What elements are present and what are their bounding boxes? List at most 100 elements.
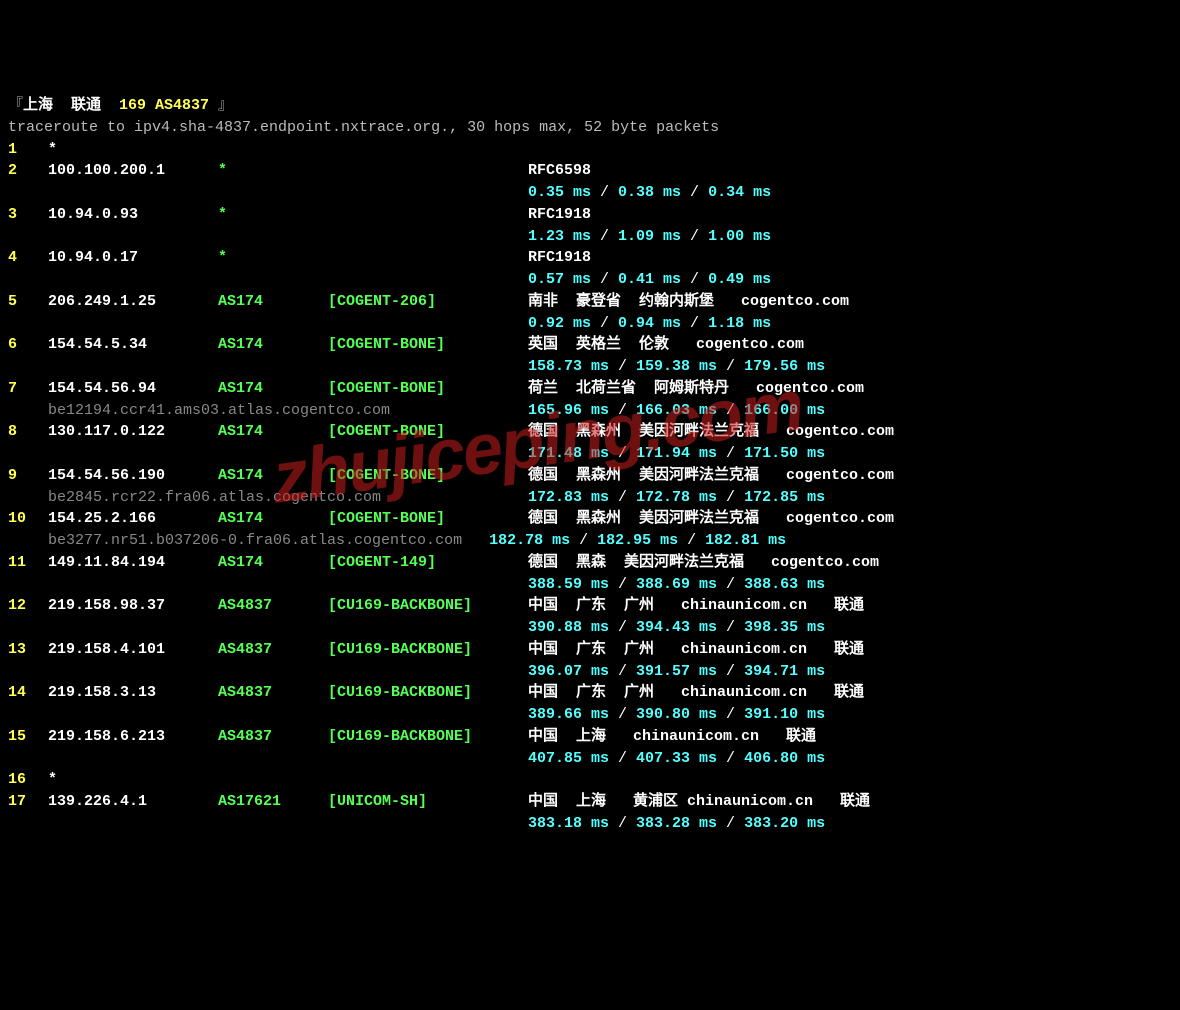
- hop-tag: [UNICOM-SH]: [328, 791, 528, 813]
- hop-latency-line: 171.48 ms / 171.94 ms / 171.50 ms: [528, 443, 1172, 465]
- hop-number: 4: [8, 247, 48, 269]
- hop-latency-line: 388.59 ms / 388.69 ms / 388.63 ms: [528, 574, 1172, 596]
- hop-number: 17: [8, 791, 48, 813]
- hop-tag: [COGENT-BONE]: [328, 421, 528, 443]
- hop-number: 1: [8, 139, 48, 161]
- hop-hostname: be12194.ccr41.ams03.atlas.cogentco.com: [8, 400, 528, 422]
- hop-row: 9154.54.56.190AS174[COGENT-BONE]德国 黑森州 美…: [8, 465, 1172, 487]
- hop-ip: *: [48, 769, 218, 791]
- hop-asn: AS174: [218, 378, 328, 400]
- hop-number: 6: [8, 334, 48, 356]
- hop-number: 9: [8, 465, 48, 487]
- hop-asn: AS4837: [218, 595, 328, 617]
- hop-row: 410.94.0.17*RFC1918: [8, 247, 1172, 269]
- hop-ip: 206.249.1.25: [48, 291, 218, 313]
- latency-value: 0.57 ms: [528, 271, 591, 288]
- latency-value: 182.95 ms: [597, 532, 678, 549]
- latency-value: 394.71 ms: [744, 663, 825, 680]
- hop-asn: AS17621: [218, 791, 328, 813]
- latency-value: 388.63 ms: [744, 576, 825, 593]
- hop-location: 德国 黑森州 美因河畔法兰克福 cogentco.com: [528, 508, 894, 530]
- latency-value: 391.57 ms: [636, 663, 717, 680]
- hop-number: 16: [8, 769, 48, 791]
- hop-latency-line: 383.18 ms / 383.28 ms / 383.20 ms: [528, 813, 1172, 835]
- hop-location: 荷兰 北荷兰省 阿姆斯特丹 cogentco.com: [528, 378, 864, 400]
- hop-number: 2: [8, 160, 48, 182]
- latency-value: 398.35 ms: [744, 619, 825, 636]
- latency-value: 1.09 ms: [618, 228, 681, 245]
- hop-row: 17139.226.4.1AS17621[UNICOM-SH]中国 上海 黄浦区…: [8, 791, 1172, 813]
- hop-tag: [CU169-BACKBONE]: [328, 639, 528, 661]
- hop-asn: AS174: [218, 291, 328, 313]
- latency-value: 0.92 ms: [528, 315, 591, 332]
- hop-number: 3: [8, 204, 48, 226]
- hop-ip: 10.94.0.17: [48, 247, 218, 269]
- hop-number: 11: [8, 552, 48, 574]
- latency-value: 396.07 ms: [528, 663, 609, 680]
- hop-location: RFC6598: [528, 160, 591, 182]
- hop-asn: AS174: [218, 508, 328, 530]
- hop-latency-line: 0.92 ms / 0.94 ms / 1.18 ms: [528, 313, 1172, 335]
- hop-host-lat-line: be3277.nr51.b037206-0.fra06.atlas.cogent…: [8, 530, 1172, 552]
- latency-value: 390.88 ms: [528, 619, 609, 636]
- latency-value: 1.23 ms: [528, 228, 591, 245]
- hop-latency-line: 0.35 ms / 0.38 ms / 0.34 ms: [528, 182, 1172, 204]
- hop-ip: 149.11.84.194: [48, 552, 218, 574]
- hop-location: RFC1918: [528, 204, 591, 226]
- hop-tag: [COGENT-BONE]: [328, 465, 528, 487]
- hop-row: 13219.158.4.101AS4837[CU169-BACKBONE]中国 …: [8, 639, 1172, 661]
- latency-value: 171.50 ms: [744, 445, 825, 462]
- latency-value: 383.18 ms: [528, 815, 609, 832]
- latency-value: 388.69 ms: [636, 576, 717, 593]
- hop-number: 8: [8, 421, 48, 443]
- latency-value: 389.66 ms: [528, 706, 609, 723]
- hop-asn: AS174: [218, 421, 328, 443]
- latency-value: 0.38 ms: [618, 184, 681, 201]
- latency-value: 171.48 ms: [528, 445, 609, 462]
- latency-value: 0.41 ms: [618, 271, 681, 288]
- hop-row: 6154.54.5.34AS174[COGENT-BONE]英国 英格兰 伦敦 …: [8, 334, 1172, 356]
- latency-value: 165.96 ms: [528, 402, 609, 419]
- latency-value: 172.83 ms: [528, 489, 609, 506]
- hop-ip: 154.54.56.190: [48, 465, 218, 487]
- latency-value: 182.81 ms: [705, 532, 786, 549]
- latency-value: 388.59 ms: [528, 576, 609, 593]
- latency-value: 0.94 ms: [618, 315, 681, 332]
- hop-latency-line: 407.85 ms / 407.33 ms / 406.80 ms: [528, 748, 1172, 770]
- hop-tag: [CU169-BACKBONE]: [328, 682, 528, 704]
- latency-value: 1.18 ms: [708, 315, 771, 332]
- hop-asn: AS4837: [218, 726, 328, 748]
- hop-ip: 139.226.4.1: [48, 791, 218, 813]
- hop-row: 7154.54.56.94AS174[COGENT-BONE]荷兰 北荷兰省 阿…: [8, 378, 1172, 400]
- hop-row: 12219.158.98.37AS4837[CU169-BACKBONE]中国 …: [8, 595, 1172, 617]
- hop-ip: 154.54.56.94: [48, 378, 218, 400]
- hop-ip: 219.158.98.37: [48, 595, 218, 617]
- latency-value: 1.00 ms: [708, 228, 771, 245]
- hop-location: 南非 豪登省 约翰内斯堡 cogentco.com: [528, 291, 849, 313]
- hop-row: 2100.100.200.1*RFC6598: [8, 160, 1172, 182]
- hop-location: 中国 广东 广州 chinaunicom.cn 联通: [528, 595, 864, 617]
- hop-location: 英国 英格兰 伦敦 cogentco.com: [528, 334, 804, 356]
- hop-tag: [COGENT-BONE]: [328, 378, 528, 400]
- latency-value: 172.85 ms: [744, 489, 825, 506]
- latency-value: 166.03 ms: [636, 402, 717, 419]
- hop-asn: AS174: [218, 465, 328, 487]
- hop-latency-line: 0.57 ms / 0.41 ms / 0.49 ms: [528, 269, 1172, 291]
- latency-value: 407.85 ms: [528, 750, 609, 767]
- hop-number: 12: [8, 595, 48, 617]
- hop-tag: [COGENT-149]: [328, 552, 528, 574]
- hop-row: 5206.249.1.25AS174[COGENT-206]南非 豪登省 约翰内…: [8, 291, 1172, 313]
- hop-ip: 219.158.4.101: [48, 639, 218, 661]
- hop-row: 1*: [8, 139, 1172, 161]
- hop-number: 10: [8, 508, 48, 530]
- hop-latency-line: 396.07 ms / 391.57 ms / 394.71 ms: [528, 661, 1172, 683]
- hop-ip: 154.54.5.34: [48, 334, 218, 356]
- latency-value: 406.80 ms: [744, 750, 825, 767]
- latency-value: 407.33 ms: [636, 750, 717, 767]
- hop-latency-line: 1.23 ms / 1.09 ms / 1.00 ms: [528, 226, 1172, 248]
- hop-location: 中国 上海 黄浦区 chinaunicom.cn 联通: [528, 791, 870, 813]
- hop-latency-line: 390.88 ms / 394.43 ms / 398.35 ms: [528, 617, 1172, 639]
- hop-hostname: be3277.nr51.b037206-0.fra06.atlas.cogent…: [48, 532, 462, 549]
- latency-value: 0.35 ms: [528, 184, 591, 201]
- hop-row: 16*: [8, 769, 1172, 791]
